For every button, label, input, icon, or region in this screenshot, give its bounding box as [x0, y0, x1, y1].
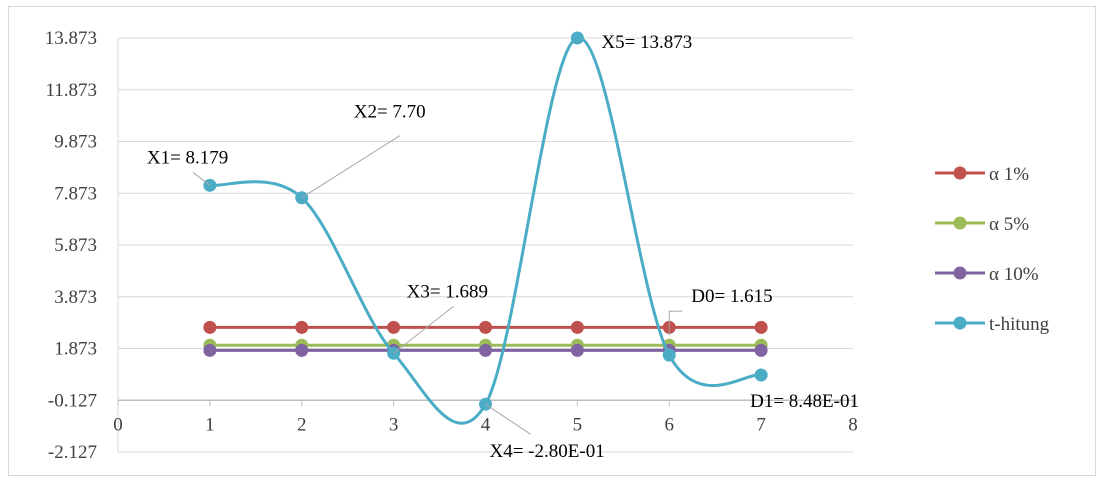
legend-item: α 10% — [935, 264, 1039, 285]
data-point — [754, 320, 768, 334]
y-tick-label: 1.873 — [54, 339, 97, 360]
data-point — [387, 320, 401, 334]
annotation-label: X5= 13.873 — [601, 32, 692, 53]
data-point — [662, 348, 676, 362]
x-tick-labels: 0 1 2 3 4 5 6 7 8 — [113, 414, 858, 435]
annotation-leader — [301, 135, 401, 199]
legend-label: t-hitung — [989, 314, 1050, 335]
x-tick-label: 2 — [297, 414, 307, 435]
annotation-leader — [192, 171, 211, 186]
annotation-labels: X1= 8.179 X2= 7.70 X3= 1.689 X4= -2.80E-01 X… — [147, 32, 859, 462]
y-tick-label: -2.127 — [48, 442, 97, 463]
x-tick-label: 0 — [113, 414, 123, 435]
legend-label: α 5% — [989, 214, 1029, 235]
legend-swatch-marker — [953, 216, 967, 230]
annotation-label: X1= 8.179 — [147, 147, 228, 168]
x-tick-label: 1 — [205, 414, 215, 435]
series-4 — [203, 31, 768, 425]
y-tick-labels: 13.873 11.873 9.873 7.873 5.873 3.873 1.873 -0.… — [45, 28, 97, 463]
legend-item: t-hitung — [935, 314, 1050, 335]
data-point — [570, 343, 584, 357]
legend-item: α 5% — [935, 214, 1029, 235]
data-point — [479, 343, 492, 357]
data-point — [570, 320, 584, 334]
annotation-leaders — [192, 135, 683, 435]
annotation-leader — [485, 403, 531, 435]
annotation-label: D1= 8.48E-01 — [750, 391, 859, 412]
legend-item: α 1% — [935, 164, 1029, 185]
legend-label: α 1% — [989, 164, 1029, 185]
annotation-label: X4= -2.80E-01 — [490, 441, 605, 462]
gridlines — [118, 37, 853, 453]
x-tick-label: 7 — [756, 414, 766, 435]
data-point — [754, 343, 768, 357]
series-1 — [203, 320, 768, 334]
legend-swatch-marker — [953, 266, 967, 280]
y-tick-label: 7.873 — [54, 183, 97, 204]
y-tick-label: 11.873 — [45, 80, 97, 101]
data-point — [479, 320, 492, 334]
legend-swatch-marker — [953, 316, 967, 330]
x-tick-label: 4 — [481, 414, 491, 435]
data-point — [203, 320, 217, 334]
annotation-label: X2= 7.70 — [354, 102, 426, 123]
series-line — [209, 36, 762, 425]
data-point — [754, 368, 768, 382]
y-tick-label: 13.873 — [45, 28, 97, 49]
chart-frame — [8, 6, 1096, 476]
annotation-leader — [393, 305, 454, 354]
x-tick-label: 5 — [573, 414, 583, 435]
data-point — [203, 343, 217, 357]
data-point — [570, 31, 584, 45]
annotation-label: X3= 1.689 — [407, 281, 488, 302]
legend: α 1% α 5% α 10% t-hitung — [935, 164, 1050, 335]
series-layer — [203, 31, 768, 425]
x-tick-label: 3 — [389, 414, 399, 435]
y-tick-label: -0.127 — [48, 390, 97, 411]
y-tick-label: 5.873 — [54, 235, 97, 256]
data-point — [295, 320, 309, 334]
annotation-label: D0= 1.615 — [691, 286, 772, 307]
x-tick-label: 8 — [848, 414, 858, 435]
x-tick-label: 6 — [665, 414, 675, 435]
legend-swatch-marker — [953, 166, 967, 180]
y-tick-label: 9.873 — [54, 132, 97, 153]
y-tick-label: 3.873 — [54, 287, 97, 308]
legend-label: α 10% — [989, 264, 1039, 285]
data-point — [295, 343, 309, 357]
